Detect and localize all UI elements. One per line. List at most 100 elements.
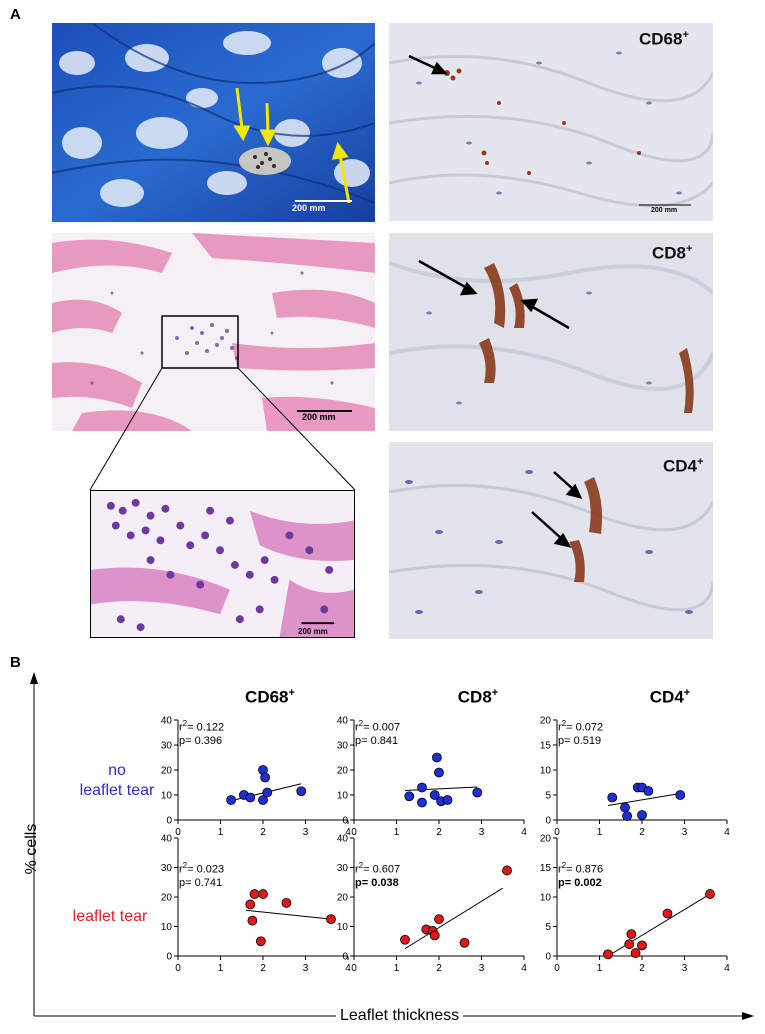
x-tick-label: 4	[724, 963, 730, 974]
x-tick-label: 4	[724, 827, 730, 838]
x-tick-label: 1	[597, 963, 603, 974]
regression-line	[245, 909, 332, 920]
row-label-no-leaflet-tear: no leaflet tear	[52, 761, 182, 801]
y-tick-label: 20	[540, 716, 552, 727]
data-point	[281, 898, 292, 908]
y-tick-label: 15	[540, 863, 552, 874]
cd4-micrograph: CD4+	[389, 442, 713, 639]
data-point	[247, 915, 258, 926]
x-tick-label: 2	[436, 827, 442, 838]
panel-b-letter: B	[10, 654, 21, 671]
x-tick-label: 1	[394, 963, 400, 974]
y-tick-label: 10	[337, 922, 349, 933]
data-point	[258, 795, 268, 805]
data-point	[637, 940, 647, 951]
stats-cd4-no-tear: r2= 0.072 p= 0.519	[558, 719, 604, 747]
data-point	[260, 772, 271, 783]
cd4-label: CD4+	[663, 456, 704, 476]
data-point	[296, 786, 307, 797]
scatter-plot-cd68-tear: 0 10 20 30 40 0 1 2 3 4	[161, 834, 351, 975]
data-point	[431, 752, 442, 763]
x-tick-label: 2	[260, 827, 266, 838]
y-tick-label: 30	[161, 741, 173, 752]
data-point	[624, 939, 635, 950]
y-tick-label: 0	[342, 952, 348, 963]
data-point	[434, 767, 444, 778]
data-point	[255, 936, 266, 947]
y-tick-label: 40	[337, 834, 349, 845]
row-label-tear-line1: leaflet tear	[72, 908, 148, 925]
x-tick-label: 3	[303, 827, 309, 838]
x-axis-title: Leaflet thickness	[336, 1007, 464, 1025]
y-tick-label: 20	[337, 766, 349, 777]
y-tick-label: 10	[161, 791, 173, 802]
x-tick-label: 2	[639, 827, 645, 838]
scatter-plot-cd4-no-tear: 0 5 10 15 20 0 1 2 3 4	[540, 716, 730, 839]
y-tick-label: 40	[337, 716, 349, 727]
he-micrograph: 200 mm	[52, 233, 375, 431]
data-point	[622, 811, 633, 821]
regression-line	[404, 887, 504, 950]
data-point	[226, 795, 237, 805]
data-point	[326, 914, 336, 925]
x-tick-label: 4	[345, 963, 351, 974]
y-tick-label: 5	[545, 791, 551, 802]
data-point	[429, 930, 440, 941]
data-point	[400, 934, 410, 945]
data-point	[262, 787, 273, 798]
data-point	[630, 948, 641, 958]
cd8-micrograph: CD8+	[389, 233, 713, 431]
data-point	[404, 791, 415, 802]
x-tick-label: 3	[479, 827, 485, 838]
x-tick-label: 2	[639, 963, 645, 974]
cd68-micrograph: CD68+ 200 mm	[389, 23, 713, 221]
trichrome-micrograph: 200 mm	[52, 23, 375, 222]
data-point	[258, 889, 268, 899]
y-tick-label: 0	[342, 816, 348, 827]
y-tick-label: 40	[161, 834, 173, 845]
data-point	[502, 865, 512, 876]
x-tick-label: 0	[554, 963, 560, 974]
stats-cd4-tear: r2= 0.876 p= 0.002	[558, 861, 604, 889]
he-zoom-scale-label: 200 mm	[298, 627, 328, 636]
regression-line	[607, 793, 681, 806]
data-point	[434, 914, 444, 925]
x-tick-label: 3	[303, 963, 309, 974]
data-point	[607, 792, 618, 803]
y-tick-label: 30	[337, 741, 349, 752]
y-tick-label: 5	[545, 922, 551, 933]
data-point	[662, 908, 673, 919]
data-point	[620, 802, 630, 813]
y-tick-label: 0	[545, 952, 551, 963]
row-label-leaflet-tear: leaflet tear	[45, 907, 175, 927]
x-tick-label: 0	[351, 827, 357, 838]
y-axis-title: % cells	[23, 823, 40, 875]
x-tick-label: 2	[260, 963, 266, 974]
data-point	[675, 790, 686, 800]
he-scale-label: 200 mm	[302, 412, 336, 422]
x-tick-label: 1	[218, 827, 224, 838]
y-tick-label: 10	[337, 791, 349, 802]
data-point	[417, 797, 427, 808]
y-tick-label: 10	[540, 766, 552, 777]
x-tick-label: 0	[554, 827, 560, 838]
x-tick-label: 1	[218, 963, 224, 974]
data-point	[603, 949, 613, 960]
x-tick-label: 0	[175, 827, 181, 838]
row-label-no-line2: leaflet tear	[79, 782, 155, 799]
y-tick-label: 20	[540, 834, 552, 845]
scatter-plot-cd8-tear: 0 10 20 30 40 0 1 2 3 4	[337, 834, 527, 975]
stats-cd68-no-tear: r2= 0.122 p= 0.396	[179, 719, 225, 747]
scatter-plot-cd8-no-tear: 0 10 20 30 40 0 1 2 3 4	[337, 716, 527, 839]
column-title-cd8: CD8+	[457, 687, 499, 707]
panel-a-letter: A	[10, 6, 21, 23]
data-point	[429, 790, 440, 800]
y-tick-label: 30	[161, 863, 173, 874]
regression-line	[607, 893, 711, 957]
y-tick-label: 10	[540, 893, 552, 904]
y-tick-label: 0	[166, 952, 172, 963]
cd8-label: CD8+	[652, 243, 693, 263]
y-tick-label: 30	[337, 863, 349, 874]
data-point	[442, 795, 453, 805]
cd68-scale-label: 200 mm	[651, 207, 678, 214]
